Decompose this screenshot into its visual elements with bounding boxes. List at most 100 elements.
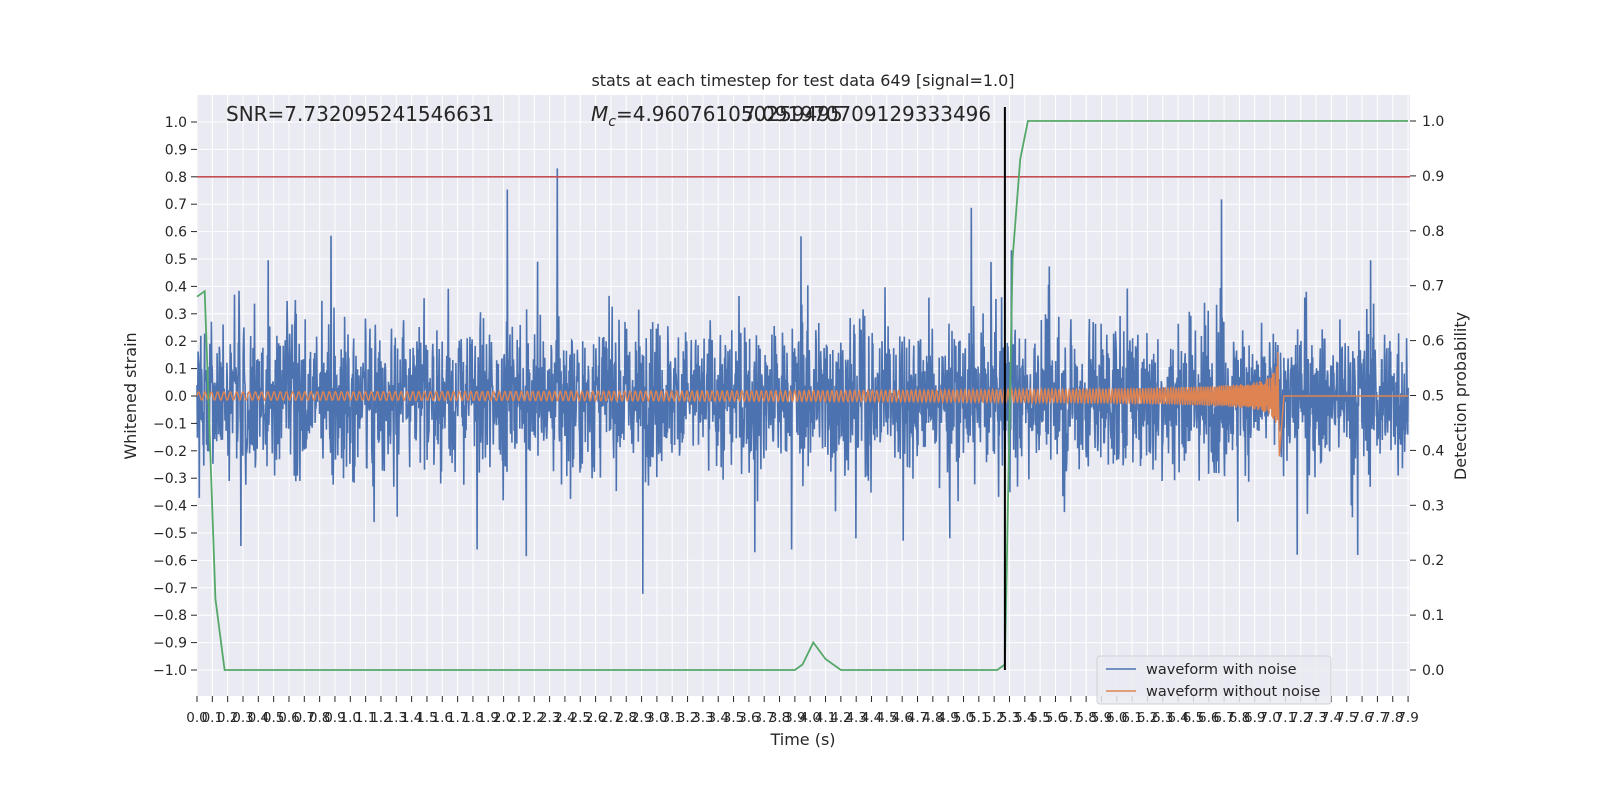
x-axis-label: Time (s) bbox=[769, 730, 835, 749]
x-tick-label: 3.5 bbox=[723, 710, 744, 726]
y-tick-label: 0.6 bbox=[165, 225, 187, 241]
y-tick-label: 0.8 bbox=[165, 170, 187, 186]
y-right-tick-label: 0.2 bbox=[1422, 553, 1444, 569]
x-tick-label: 2.9 bbox=[631, 710, 652, 726]
legend-label-clean: waveform without noise bbox=[1146, 684, 1320, 700]
x-tick-label: 4.2 bbox=[830, 710, 851, 726]
y-axis-left-label: Whitened strain bbox=[121, 332, 140, 459]
x-tick-label: 2.8 bbox=[615, 710, 636, 726]
x-tick-label: 1.1 bbox=[355, 710, 376, 726]
x-tick-label: 2.7 bbox=[600, 710, 621, 726]
y-tick-label: −0.3 bbox=[153, 471, 187, 487]
x-tick-label: 5.9 bbox=[1091, 710, 1112, 726]
x-tick-label: 2.2 bbox=[524, 710, 545, 726]
y-tick-label: 0.0 bbox=[165, 389, 187, 405]
y-right-tick-label: 0.6 bbox=[1422, 334, 1444, 350]
x-tick-label: 6.4 bbox=[1167, 710, 1188, 726]
x-tick-label: 7.3 bbox=[1305, 710, 1326, 726]
x-axis: 0.00.10.20.30.40.50.60.70.80.91.01.11.21… bbox=[186, 696, 1419, 726]
series-waveform-without-noise bbox=[196, 352, 1409, 457]
y-right-tick-label: 0.7 bbox=[1422, 279, 1444, 295]
y-tick-label: −0.6 bbox=[153, 553, 187, 569]
x-tick-label: 5.3 bbox=[999, 710, 1020, 726]
x-tick-label: 1.7 bbox=[447, 710, 468, 726]
y-tick-label: 0.4 bbox=[165, 279, 187, 295]
x-tick-label: 1.5 bbox=[416, 710, 437, 726]
y-tick-label: 0.2 bbox=[165, 334, 187, 350]
x-tick-label: 3.2 bbox=[677, 710, 698, 726]
x-tick-label: 4.6 bbox=[891, 710, 912, 726]
x-tick-label: 6.5 bbox=[1183, 710, 1204, 726]
x-tick-label: 3.8 bbox=[769, 710, 790, 726]
y-tick-label: −0.9 bbox=[153, 636, 187, 652]
legend-label-noise: waveform with noise bbox=[1146, 662, 1297, 678]
x-tick-label: 7.2 bbox=[1290, 710, 1311, 726]
x-tick-label: 1.8 bbox=[462, 710, 483, 726]
x-tick-label: 6.7 bbox=[1213, 710, 1234, 726]
x-tick-label: 5.0 bbox=[953, 710, 974, 726]
x-tick-label: 4.1 bbox=[815, 710, 836, 726]
y-right-tick-label: 0.3 bbox=[1422, 498, 1444, 514]
x-tick-label: 0.3 bbox=[232, 710, 253, 726]
x-tick-label: 0.0 bbox=[186, 710, 207, 726]
x-tick-label: 3.9 bbox=[784, 710, 805, 726]
x-tick-label: 3.3 bbox=[692, 710, 713, 726]
y-tick-label: −0.1 bbox=[153, 416, 187, 432]
series-waveform-with-noise bbox=[196, 168, 1409, 594]
y-right-tick-label: 0.8 bbox=[1422, 224, 1444, 240]
x-tick-label: 7.8 bbox=[1382, 710, 1403, 726]
x-tick-label: 6.3 bbox=[1152, 710, 1173, 726]
x-tick-label: 0.2 bbox=[217, 710, 238, 726]
x-tick-label: 6.2 bbox=[1137, 710, 1158, 726]
x-tick-label: 5.7 bbox=[1060, 710, 1081, 726]
legend: waveform with noise waveform without noi… bbox=[1096, 655, 1332, 705]
chirp-line bbox=[196, 352, 1409, 457]
x-tick-label: 0.8 bbox=[309, 710, 330, 726]
y-tick-label: −0.4 bbox=[153, 499, 187, 515]
x-tick-label: 5.6 bbox=[1045, 710, 1066, 726]
x-tick-label: 6.9 bbox=[1244, 710, 1265, 726]
x-tick-label: 4.9 bbox=[937, 710, 958, 726]
x-tick-label: 5.4 bbox=[1014, 710, 1035, 726]
mc-annotation: Mc=4.960761050259495 bbox=[591, 102, 843, 130]
y-right-tick-label: 0.9 bbox=[1422, 169, 1444, 185]
x-tick-label: 0.9 bbox=[324, 710, 345, 726]
x-tick-label: 7.5 bbox=[1336, 710, 1357, 726]
x-tick-label: 2.6 bbox=[585, 710, 606, 726]
x-tick-label: 4.8 bbox=[922, 710, 943, 726]
x-tick-label: 5.1 bbox=[968, 710, 989, 726]
noise-line bbox=[196, 168, 1409, 594]
x-tick-label: 5.8 bbox=[1075, 710, 1096, 726]
snr-annotation: SNR=7.732095241546631 bbox=[226, 102, 494, 126]
x-tick-label: 3.4 bbox=[707, 710, 728, 726]
chart-title: stats at each timestep for test data 649… bbox=[591, 71, 1014, 90]
mc-overlap-annotation: 7.091970709129333496 bbox=[743, 102, 991, 126]
x-tick-label: 0.6 bbox=[278, 710, 299, 726]
x-tick-label: 4.7 bbox=[907, 710, 928, 726]
x-tick-label: 7.6 bbox=[1351, 710, 1372, 726]
x-tick-label: 6.0 bbox=[1106, 710, 1127, 726]
x-tick-label: 3.1 bbox=[661, 710, 682, 726]
y-tick-label: −1.0 bbox=[153, 663, 187, 679]
x-tick-label: 1.6 bbox=[432, 710, 453, 726]
x-tick-label: 7.0 bbox=[1259, 710, 1280, 726]
x-tick-label: 0.4 bbox=[248, 710, 269, 726]
x-tick-label: 2.0 bbox=[493, 710, 514, 726]
y-axis-right: 1.0 0.9 0.8 0.7 0.6 0.5 0.4 0.3 0.2 0.1 0.0 bbox=[1410, 114, 1444, 679]
x-tick-label: 4.0 bbox=[799, 710, 820, 726]
x-tick-label: 4.4 bbox=[861, 710, 882, 726]
y-tick-label: 1.0 bbox=[165, 115, 187, 131]
y-right-tick-label: 1.0 bbox=[1422, 114, 1444, 130]
x-tick-label: 7.7 bbox=[1367, 710, 1388, 726]
probability-line bbox=[196, 120, 1409, 671]
x-tick-label: 7.9 bbox=[1397, 710, 1418, 726]
y-right-tick-label: 0.5 bbox=[1422, 389, 1444, 405]
x-tick-label: 6.8 bbox=[1229, 710, 1250, 726]
y-axis-right-label: Detection probability bbox=[1451, 312, 1470, 480]
x-tick-label: 4.3 bbox=[845, 710, 866, 726]
x-tick-label: 3.0 bbox=[646, 710, 667, 726]
x-tick-label: 6.1 bbox=[1121, 710, 1142, 726]
x-tick-label: 1.9 bbox=[478, 710, 499, 726]
x-tick-label: 2.3 bbox=[539, 710, 560, 726]
